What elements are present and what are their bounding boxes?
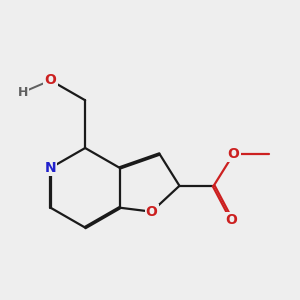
Text: O: O: [228, 147, 239, 161]
Text: O: O: [146, 205, 158, 219]
Text: H: H: [17, 86, 28, 99]
Text: O: O: [45, 74, 56, 87]
Text: O: O: [226, 213, 238, 226]
Text: N: N: [45, 161, 56, 175]
